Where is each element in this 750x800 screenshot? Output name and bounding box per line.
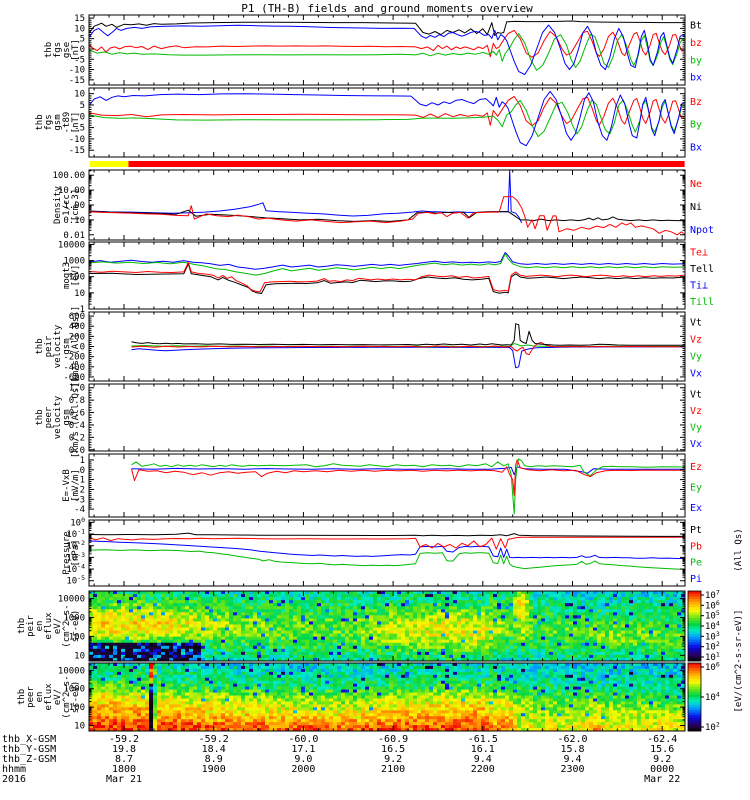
ylabel-fgs_gse: thb fgs gse [nT] — [44, 39, 81, 61]
ylabel-efield: E=-VxB [mV/m] — [62, 469, 81, 502]
series-TePar — [89, 263, 685, 294]
bottom-axis: thb_X-GSM -59.2 -59.2 -60.0 -60.9 -61.5 -62.0-… — [2, 734, 680, 785]
panel-series-fgs_gsm — [89, 90, 685, 147]
page-title: P1 (TH-B) fields and ground moments over… — [241, 2, 533, 15]
series-TePerp — [89, 262, 685, 293]
series-Ey — [131, 458, 685, 515]
series-Ez — [131, 459, 685, 496]
panel-series-fgs_gse — [89, 20, 685, 75]
series-Pt — [89, 532, 685, 537]
series-Vt — [131, 323, 685, 346]
series-Ex — [131, 466, 685, 476]
ylabel-spec_i: thb peir en eflux eV/(cm^2-s-sr-eV) — [17, 604, 81, 647]
series-TiPerp — [89, 252, 685, 270]
series-bz — [89, 29, 685, 58]
ylabel-density: Density 1/cc [cm-3] — [53, 185, 81, 224]
ylabel-vel_e: thb peer velocity gsm [km/s (All Qs)] — [35, 377, 81, 458]
panel-frame-efield: 10-1-2-3-4 — [74, 453, 686, 518]
series-Bz — [89, 95, 685, 127]
series-TiPar — [89, 253, 685, 276]
roi-bar — [89, 161, 685, 167]
ylabel-pressure: Pressure [nPa] — [62, 531, 81, 574]
series-Bx — [89, 90, 685, 147]
ylabel-spec_e: thb peer en eflux eV/(cm^2-s-sr-eV) — [17, 675, 81, 718]
panel-series-density — [89, 170, 685, 236]
series-Vx — [131, 346, 685, 369]
panel-series-pressure — [89, 532, 685, 570]
series-bx — [89, 24, 685, 75]
panel-series-temp — [89, 252, 685, 294]
colorbar-axis-label: [eV/(cm^2-s-sr-eV)](All Qs) — [734, 528, 744, 712]
series-by — [89, 33, 685, 71]
series-Npot — [89, 170, 523, 224]
series-Bt — [89, 20, 685, 37]
panel-series-efield — [131, 458, 685, 515]
panel-frame-vel_e: 1.00.80.60.40.20.0 — [69, 383, 686, 456]
ylabel-fgs_gsm: thb fgs gsm -t89 [nT] — [35, 112, 81, 134]
spectrogram-spec_i — [89, 591, 685, 661]
ylabel-temp: mogt3 [eV] — [62, 262, 81, 289]
ylabel-vel_i: thb peir velocity gsm [km/s (All Qs)] — [35, 306, 81, 387]
series-Vz — [131, 341, 685, 356]
panel-series-vel_i — [131, 323, 685, 369]
series-Pi — [89, 540, 685, 559]
series-Ne — [89, 196, 685, 236]
series-Pe — [89, 549, 685, 570]
spectrogram-spec_e — [89, 663, 685, 731]
series-Pb — [89, 536, 685, 550]
